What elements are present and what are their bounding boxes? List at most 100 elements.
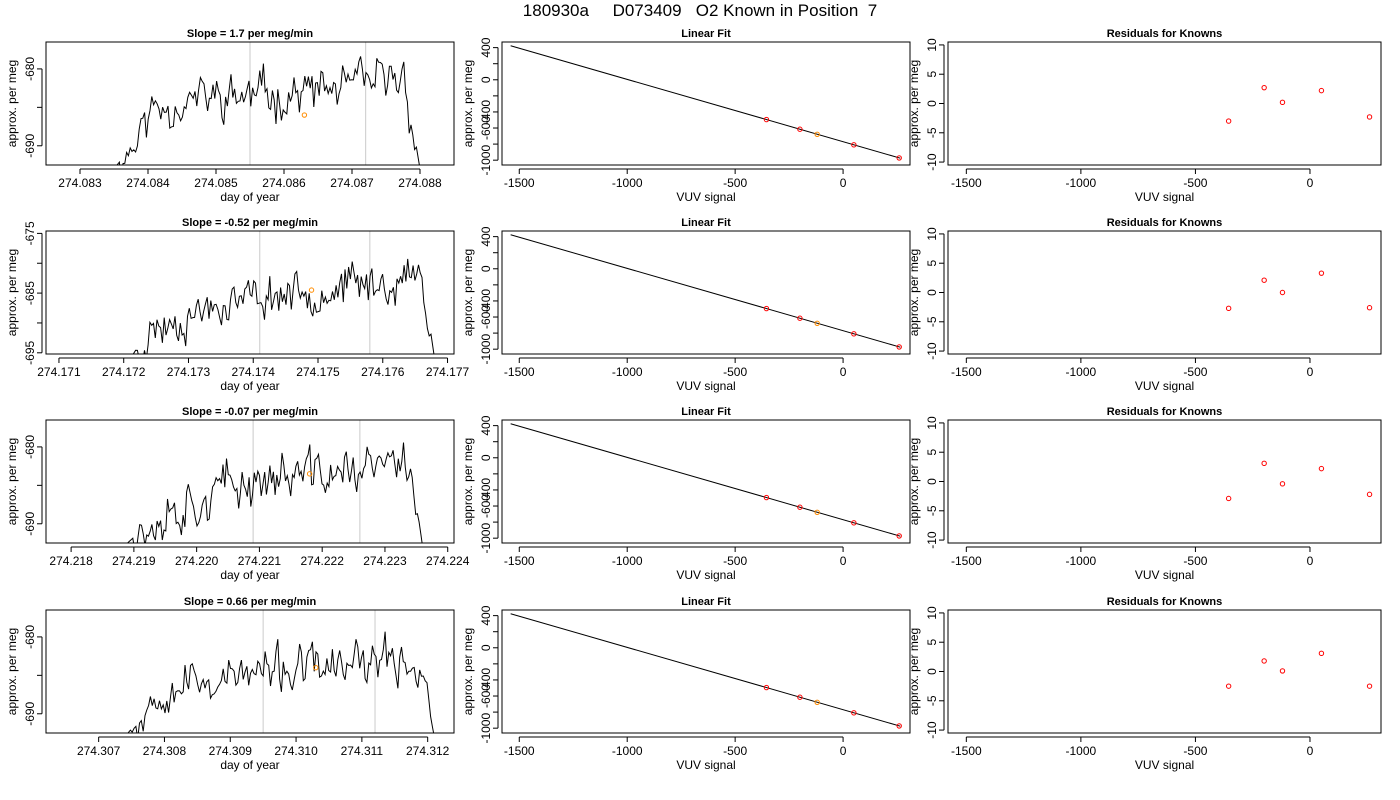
y-tick-label: 0	[925, 289, 939, 296]
page-title: 180930a D073409 O2 Known in Position 7	[522, 1, 878, 20]
chart-title: Linear Fit	[681, 217, 731, 229]
fit-line	[510, 234, 901, 348]
x-tick-label: 0	[1307, 554, 1314, 568]
fit-point	[851, 331, 857, 337]
x-tick-label: -1000	[612, 176, 643, 190]
y-tick-label: -680	[23, 625, 37, 649]
y-tick-label: 0	[925, 478, 939, 485]
residual-point	[1225, 118, 1232, 124]
y-tick-label: -400	[479, 100, 493, 124]
y-axis-label: approx. per meg	[5, 249, 19, 336]
chart-panel-r1c1: Slope = 1.7 per meg/min 274.083 274.084 274…	[5, 28, 455, 204]
data-trace	[127, 442, 423, 543]
fit-point	[763, 305, 770, 312]
fit-point	[814, 320, 820, 326]
fit-point	[763, 684, 770, 691]
x-tick-label: 274.087	[330, 176, 374, 190]
chart-panel-r3c1: Slope = -0.07 per meg/min 274.218 274.219 2…	[5, 406, 470, 582]
x-tick-label: 274.221	[238, 554, 282, 568]
fit-line	[510, 45, 901, 159]
fit-point	[896, 533, 902, 539]
residual-point	[1261, 84, 1267, 91]
residual-point	[1279, 99, 1286, 106]
plot-frame	[501, 609, 911, 734]
plot-area	[510, 613, 902, 729]
x-tick-label: 274.086	[262, 176, 306, 190]
known-marker	[313, 664, 319, 671]
fit-line	[510, 423, 901, 537]
x-axis-label: VUV signal	[676, 568, 735, 582]
residual-point	[1318, 650, 1325, 657]
fit-point	[851, 520, 857, 526]
x-tick-label: -1500	[951, 176, 982, 190]
y-tick-label: -690	[23, 701, 37, 725]
x-tick-label: 0	[840, 744, 847, 758]
y-axis-label: approx. per meg	[461, 249, 475, 336]
residual-point	[1366, 305, 1373, 311]
y-tick-label: -600	[479, 684, 493, 708]
fit-point	[851, 142, 857, 148]
fit-line	[510, 613, 901, 727]
y-tick-label: -10	[925, 153, 939, 171]
y-tick-label: -1000	[479, 523, 493, 554]
y-tick-label: 10	[925, 227, 939, 241]
x-tick-label: 0	[1307, 176, 1314, 190]
y-tick-label: 5	[925, 639, 939, 646]
residual-point	[1279, 289, 1286, 296]
fit-point	[814, 509, 820, 515]
chart-panel-r4c3: Residuals for Knowns -1500 -1000 -500 0 VUV s…	[907, 596, 1382, 772]
chart-panel-r1c2: Linear Fit -1500 -1000 -500 0 VUV signal -1000…	[461, 28, 911, 204]
residual-point	[1366, 491, 1373, 498]
data-trace	[116, 56, 420, 165]
y-axis-label: approx. per meg	[907, 438, 921, 525]
y-tick-label: 5	[925, 260, 939, 267]
x-tick-label: -500	[723, 744, 747, 758]
data-trace	[127, 631, 435, 733]
chart-title: Linear Fit	[681, 28, 731, 40]
y-tick-label: -1000	[479, 334, 493, 365]
y-axis-label: approx. per meg	[461, 438, 475, 525]
y-tick-label: -1000	[479, 145, 493, 176]
x-tick-label: -1000	[1066, 744, 1097, 758]
y-axis-label: approx. per meg	[5, 628, 19, 715]
y-tick-label: -5	[925, 127, 939, 138]
y-tick-label: 10	[925, 606, 939, 620]
fit-point	[763, 116, 770, 123]
x-tick-label: 274.173	[167, 365, 211, 379]
x-tick-label: -1500	[951, 554, 982, 568]
plot-area	[510, 234, 902, 350]
y-tick-label: 10	[925, 416, 939, 430]
chart-panel-r4c2: Linear Fit -1500 -1000 -500 0 VUV signal -1000…	[461, 596, 911, 772]
x-tick-label: -500	[1183, 365, 1207, 379]
y-tick-label: -680	[23, 57, 37, 81]
plot-area	[1225, 650, 1373, 689]
y-axis-label: approx. per meg	[907, 60, 921, 147]
x-tick-label: -1500	[504, 365, 535, 379]
x-tick-label: 274.219	[112, 554, 156, 568]
x-axis-label: day of year	[220, 568, 279, 582]
x-tick-label: 274.175	[296, 365, 340, 379]
chart-title: Linear Fit	[681, 406, 731, 418]
x-axis-label: VUV signal	[1135, 568, 1194, 582]
y-tick-label: 5	[925, 71, 939, 78]
residual-point	[1279, 481, 1286, 487]
plot-frame	[45, 41, 455, 166]
chart-title: Residuals for Knowns	[1107, 406, 1223, 418]
fit-point	[797, 126, 803, 132]
y-axis-label: approx. per meg	[907, 249, 921, 336]
x-tick-label: -1500	[504, 554, 535, 568]
x-axis-label: VUV signal	[1135, 379, 1194, 393]
chart-title: Linear Fit	[681, 596, 731, 608]
chart-title: Slope = -0.52 per meg/min	[182, 217, 318, 229]
y-tick-label: 0	[925, 100, 939, 107]
residual-point	[1366, 683, 1373, 689]
chart-panel-r2c1: Slope = -0.52 per meg/min 274.171 274.172 2…	[5, 217, 470, 393]
plot-frame	[947, 230, 1382, 355]
y-tick-label: -10	[925, 342, 939, 360]
residual-point	[1318, 87, 1325, 94]
x-tick-label: -500	[723, 176, 747, 190]
fit-point	[797, 694, 803, 700]
x-tick-label: 274.085	[194, 176, 238, 190]
residual-point	[1261, 277, 1267, 283]
chart-title: Residuals for Knowns	[1107, 28, 1223, 40]
